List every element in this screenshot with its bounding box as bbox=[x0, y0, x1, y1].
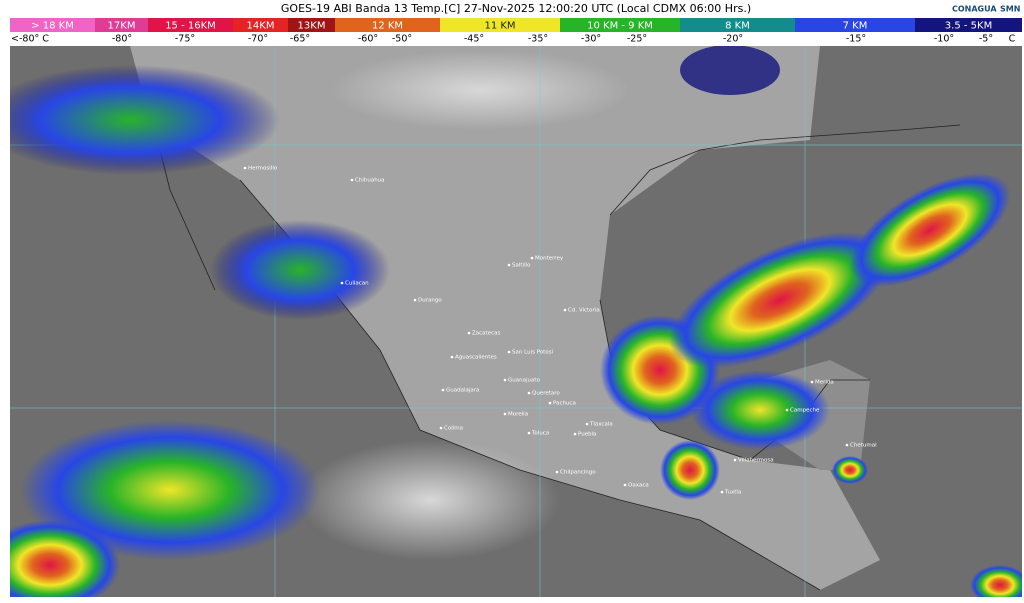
city-label: Chihuahua bbox=[355, 178, 385, 184]
color-scale: > 18 KM 17KM 15 - 16KM 14KM 13KM 12 KM 11 KM 10… bbox=[10, 18, 1022, 32]
scale-label: 15 - 16KM bbox=[165, 21, 216, 32]
city-label: Colima bbox=[444, 426, 463, 432]
city-label: Campeche bbox=[790, 408, 820, 414]
city-dot bbox=[623, 483, 627, 487]
scale-label: 14KM bbox=[247, 21, 275, 32]
city-dot bbox=[810, 380, 814, 384]
city-label: Guanajuato bbox=[508, 378, 541, 384]
temp-label: -30° bbox=[581, 34, 601, 45]
city-dot bbox=[340, 281, 344, 285]
city-label: Toluca bbox=[531, 431, 549, 437]
city-dot bbox=[527, 391, 531, 395]
temp-label: -10° bbox=[934, 34, 954, 45]
city-dot bbox=[507, 350, 511, 354]
scale-label: 3.5 - 5KM bbox=[945, 21, 992, 32]
city-dot bbox=[530, 256, 534, 260]
scale-band bbox=[680, 18, 795, 32]
city-dot bbox=[439, 426, 443, 430]
scale-band bbox=[233, 18, 288, 32]
city-dot bbox=[548, 401, 552, 405]
city-dot bbox=[507, 263, 511, 267]
scale-label: 8 KM bbox=[725, 21, 750, 32]
temp-label: -15° bbox=[846, 34, 866, 45]
scale-label: 13KM bbox=[298, 21, 326, 32]
scale-label: > 18 KM bbox=[31, 21, 74, 32]
city-dot bbox=[450, 355, 454, 359]
temp-label: -50° bbox=[392, 34, 412, 45]
city-label: Hermosillo bbox=[248, 166, 278, 172]
title: GOES-19 ABI Banda 13 Temp.[C] 27-Nov-202… bbox=[281, 2, 751, 15]
temp-label: -80° bbox=[112, 34, 132, 45]
map: Hermosillo Chihuahua Culiacan Durango Saltil… bbox=[10, 46, 1022, 597]
temp-label: -35° bbox=[528, 34, 548, 45]
logo: SMN bbox=[1000, 5, 1020, 14]
city-label: Zacatecas bbox=[472, 331, 500, 337]
scale-band bbox=[148, 18, 233, 32]
city-dot bbox=[585, 422, 589, 426]
city-label: Morelia bbox=[508, 412, 528, 418]
scale-band bbox=[10, 18, 95, 32]
city-label: Puebla bbox=[578, 432, 596, 438]
city-dot bbox=[350, 178, 354, 182]
city-dot bbox=[503, 412, 507, 416]
scale-band bbox=[795, 18, 915, 32]
city-label: Culiacan bbox=[345, 281, 369, 287]
city-dot bbox=[503, 378, 507, 382]
scale-label: 12 KM bbox=[372, 21, 403, 32]
city-dot bbox=[733, 458, 737, 462]
scale-label: 11 KM bbox=[484, 21, 515, 32]
city-label: Queretaro bbox=[532, 391, 560, 397]
city-label: Saltillo bbox=[512, 263, 531, 269]
city-dot bbox=[441, 388, 445, 392]
scale-label: 17KM bbox=[108, 21, 136, 32]
city-label: Aguascalientes bbox=[455, 355, 497, 361]
city-dot bbox=[563, 308, 567, 312]
city-label: Oaxaca bbox=[628, 483, 649, 489]
city-label: Chetumal bbox=[850, 443, 877, 449]
scale-band bbox=[335, 18, 440, 32]
scale-label: 10 KM - 9 KM bbox=[587, 21, 653, 32]
scale-label: 7 KM bbox=[843, 21, 868, 32]
temp-label: -25° bbox=[627, 34, 647, 45]
city-label: Monterrey bbox=[535, 256, 564, 262]
city-dot bbox=[720, 490, 724, 494]
temp-label: <-80° C bbox=[11, 34, 49, 45]
city-dot bbox=[785, 408, 789, 412]
city-label: San Luis Potosi bbox=[512, 350, 554, 356]
city-label: Chilpancingo bbox=[560, 470, 596, 476]
temp-label: -75° bbox=[175, 34, 195, 45]
temp-label: -65° bbox=[290, 34, 310, 45]
temp-label: -5° bbox=[979, 34, 993, 45]
logo: CONAGUA bbox=[952, 5, 997, 14]
scale-band bbox=[440, 18, 560, 32]
temp-band bbox=[10, 32, 1022, 45]
city-dot bbox=[243, 166, 247, 170]
temp-label: -60° bbox=[358, 34, 378, 45]
city-label: Guadalajara bbox=[446, 388, 479, 394]
temp-label: -70° bbox=[248, 34, 268, 45]
temp-label: -45° bbox=[464, 34, 484, 45]
city-label: Durango bbox=[418, 298, 442, 304]
city-dot bbox=[845, 443, 849, 447]
city-label: Villahermosa bbox=[738, 458, 774, 464]
scale-band bbox=[560, 18, 680, 32]
city-label: Tlaxcala bbox=[589, 422, 613, 428]
scale-band bbox=[288, 18, 335, 32]
city-dot bbox=[555, 470, 559, 474]
city-dot bbox=[413, 298, 417, 302]
temperature-labels: <-80° C -80° -75° -70° -65° -60° -50° -45° -35° -… bbox=[10, 32, 1022, 45]
city-dot bbox=[573, 432, 577, 436]
city-labels: Hermosillo Chihuahua Culiacan Durango Saltil… bbox=[243, 166, 877, 496]
scale-band bbox=[915, 18, 1022, 32]
city-dot bbox=[527, 431, 531, 435]
city-dot bbox=[467, 331, 471, 335]
city-label: Pachuca bbox=[553, 401, 576, 407]
scale-band bbox=[95, 18, 148, 32]
city-label: Merida bbox=[815, 380, 834, 386]
city-label: Tuxtla bbox=[724, 490, 741, 496]
city-label: Cd. Victoria bbox=[568, 308, 600, 314]
temp-label: C bbox=[1009, 34, 1016, 45]
temp-label: -20° bbox=[723, 34, 743, 45]
